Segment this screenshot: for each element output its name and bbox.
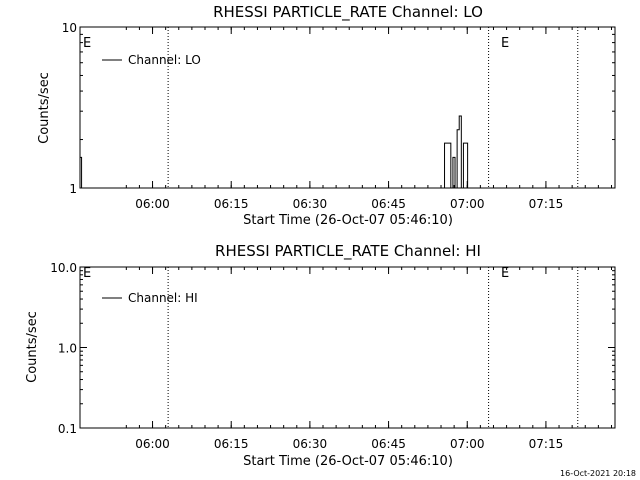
x-axis-label-hi: Start Time (26-Oct-07 05:46:10) bbox=[243, 454, 453, 469]
x-ticks-hi: 06:00 06:15 06:30 06:45 07:00 07:15 bbox=[125, 267, 612, 451]
x-tick-label: 06:15 bbox=[214, 197, 249, 211]
eclipse-marker-lo-1: E bbox=[83, 36, 91, 51]
y-tick-label: 0.1 bbox=[58, 422, 77, 436]
plot-frame-lo bbox=[79, 26, 616, 189]
x-axis-label-lo: Start Time (26-Oct-07 05:46:10) bbox=[243, 213, 453, 228]
x-tick-label: 07:15 bbox=[529, 437, 564, 451]
y-tick-label: 1.0 bbox=[58, 342, 77, 356]
eclipse-marker-hi-1: E bbox=[83, 266, 91, 281]
x-tick-label: 06:30 bbox=[293, 437, 328, 451]
legend-label-hi: Channel: HI bbox=[128, 291, 198, 305]
footer-timestamp: 16-Oct-2021 20:18 bbox=[560, 469, 636, 478]
y-tick-label: 10.0 bbox=[50, 261, 77, 275]
eclipse-lines-hi bbox=[167, 267, 579, 428]
x-tick-label: 07:15 bbox=[529, 197, 564, 211]
chart-title-lo: RHESSI PARTICLE_RATE Channel: LO bbox=[213, 3, 483, 22]
x-tick-label: 06:45 bbox=[371, 437, 406, 451]
x-ticks-lo: 06:00 06:15 06:30 06:45 07:00 07:15 bbox=[125, 27, 612, 211]
chart-title-hi: RHESSI PARTICLE_RATE Channel: HI bbox=[215, 242, 481, 261]
eclipse-marker-lo-2: E bbox=[501, 36, 509, 51]
series-line-lo bbox=[80, 115, 472, 189]
y-tick-label: 10 bbox=[62, 21, 77, 35]
x-tick-label: 07:00 bbox=[450, 197, 485, 211]
x-tick-label: 06:15 bbox=[214, 437, 249, 451]
eclipse-lines-lo bbox=[167, 27, 579, 188]
x-tick-label: 06:30 bbox=[293, 197, 328, 211]
x-tick-label: 06:45 bbox=[371, 197, 406, 211]
y-tick-label: 1 bbox=[69, 182, 77, 196]
y-axis-label-hi: Counts/sec bbox=[25, 311, 40, 383]
x-tick-label: 06:00 bbox=[135, 197, 170, 211]
panel-lo: RHESSI PARTICLE_RATE Channel: LO 06:00 06… bbox=[37, 3, 616, 228]
x-tick-label: 06:00 bbox=[135, 437, 170, 451]
eclipse-marker-hi-2: E bbox=[501, 266, 509, 281]
x-tick-label: 07:00 bbox=[450, 437, 485, 451]
y-axis-label-lo: Counts/sec bbox=[37, 72, 52, 144]
y-ticks-lo: 1 10 bbox=[62, 21, 615, 196]
y-ticks-hi: 0.1 1.0 10.0 bbox=[50, 261, 615, 436]
panel-hi: RHESSI PARTICLE_RATE Channel: HI 06:00 06… bbox=[25, 242, 616, 469]
legend-label-lo: Channel: LO bbox=[128, 53, 201, 67]
